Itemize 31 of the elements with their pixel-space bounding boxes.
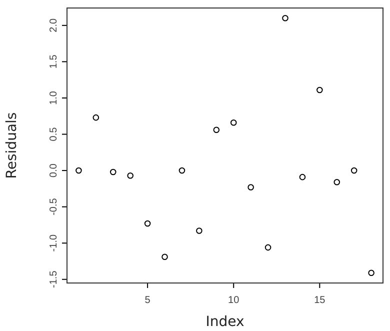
point xyxy=(282,15,288,22)
x-tick-label: 5 xyxy=(144,295,151,306)
y-axis-title: Residuals xyxy=(4,112,20,179)
point xyxy=(230,120,237,126)
point xyxy=(213,126,220,134)
point xyxy=(178,167,186,174)
point xyxy=(350,167,358,174)
point xyxy=(144,220,151,227)
point xyxy=(127,172,134,179)
point xyxy=(316,86,323,94)
point xyxy=(110,168,116,176)
y-tick-label: -1.5 xyxy=(48,270,60,288)
point xyxy=(92,114,100,121)
y-tick-label: 2.0 xyxy=(48,18,60,32)
y-tick-label: 0.5 xyxy=(48,126,60,142)
point xyxy=(76,167,82,174)
point xyxy=(264,244,272,251)
y-tick-label: -0.5 xyxy=(48,198,60,216)
point xyxy=(368,270,374,276)
point xyxy=(248,184,254,190)
y-tick-label: 1.5 xyxy=(48,54,60,69)
point xyxy=(196,228,202,234)
y-tick-label: 0.0 xyxy=(48,163,60,178)
point xyxy=(299,174,306,180)
point xyxy=(334,179,340,186)
x-axis-title: Index xyxy=(206,314,244,330)
x-tick-label: 15 xyxy=(314,295,326,306)
point xyxy=(162,254,168,260)
y-tick-label: 1.0 xyxy=(48,90,60,105)
y-tick-label: -1.0 xyxy=(48,234,60,252)
x-tick-label: 10 xyxy=(228,295,240,306)
